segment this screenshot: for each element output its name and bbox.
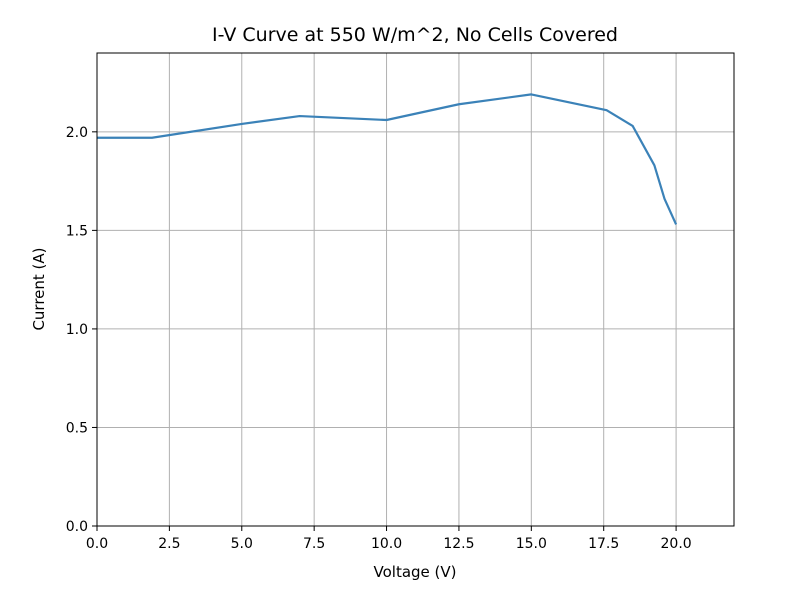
x-tick-label: 5.0 (231, 536, 253, 552)
y-tick-label: 1.5 (66, 223, 88, 239)
x-tick-label: 20.0 (661, 536, 692, 552)
x-tick-label: 2.5 (158, 536, 180, 552)
iv-curve-line (97, 93, 678, 225)
x-tick-label: 15.0 (516, 536, 547, 552)
x-tick-label: 17.5 (588, 536, 619, 552)
y-tick-label: 2.0 (66, 125, 88, 141)
x-axis-label: Voltage (V) (374, 563, 457, 581)
grid (96, 53, 734, 527)
series-layer (97, 93, 678, 225)
y-tick-label: 0.0 (66, 519, 88, 535)
x-tick-label: 0.0 (86, 536, 108, 552)
chart-title: I-V Curve at 550 W/m^2, No Cells Covered (212, 24, 618, 46)
x-tick-label: 10.0 (371, 536, 402, 552)
y-tick-label: 1.0 (66, 322, 88, 338)
y-tick-label: 0.5 (66, 420, 88, 436)
plot-frame (96, 52, 735, 527)
x-tick-label: 7.5 (303, 536, 325, 552)
x-tick-label: 12.5 (443, 536, 474, 552)
y-axis-ticks: 0.0 0.5 1.0 1.5 2.0 (66, 125, 97, 535)
y-axis-label: Current (A) (30, 247, 48, 330)
x-axis-ticks: 0.0 2.5 5.0 7.5 10.0 12.5 15.0 17.5 20.0 (86, 526, 692, 552)
